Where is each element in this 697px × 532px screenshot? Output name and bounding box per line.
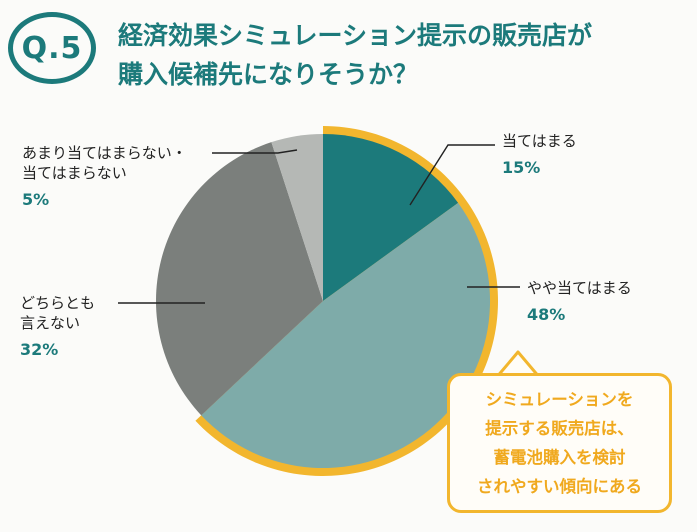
pie-slice-agree — [323, 134, 459, 301]
title-line-1: 経済効果シミュレーション提示の販売店が — [118, 21, 593, 50]
callout-box: シミュレーションを 提示する販売店は、 蓄電池購入を検討 されやすい傾向にある — [447, 373, 672, 513]
slice-label-somewhat-agree-text: やや当てはまる — [527, 279, 632, 297]
slice-label-somewhat-agree: やや当てはまる 48% — [527, 278, 632, 325]
slice-label-disagree: あまり当てはまらない・ 当てはまらない 5% — [22, 143, 187, 210]
slice-label-agree: 当てはまる 15% — [502, 131, 577, 178]
callout-line-2: 提示する販売店は、 — [485, 419, 634, 438]
pie-slice-disagree — [271, 134, 323, 301]
title-line-2: 購入候補先になりそうか？ — [118, 60, 419, 89]
slice-value-neutral: 32% — [20, 340, 59, 359]
question-badge: Q.5 — [8, 12, 96, 84]
slice-label-disagree-line-2: 当てはまらない — [22, 164, 127, 182]
callout-line-1: シミュレーションを — [485, 390, 634, 409]
slice-label-neutral: どちらとも 言えない 32% — [20, 293, 95, 360]
slice-label-agree-text: 当てはまる — [502, 132, 577, 150]
pie-slice-somewhat-agree — [201, 202, 491, 469]
pie-slice-neutral — [155, 142, 323, 416]
leader-line-agree — [409, 144, 495, 206]
slice-label-neutral-line-1: どちらとも — [20, 294, 96, 312]
callout-line-4: されやすい傾向にある — [477, 477, 642, 496]
slice-value-somewhat-agree: 48% — [527, 305, 566, 324]
callout-line-3: 蓄電池購入を検討 — [493, 448, 626, 467]
chart-title: 経済効果シミュレーション提示の販売店が 購入候補先になりそうか？ — [118, 16, 688, 94]
slice-label-neutral-line-2: 言えない — [20, 314, 81, 332]
slice-value-disagree: 5% — [22, 190, 50, 209]
slice-label-disagree-line-1: あまり当てはまらない・ — [22, 144, 187, 162]
leader-line-disagree — [212, 149, 298, 154]
slice-value-agree: 15% — [502, 158, 541, 177]
